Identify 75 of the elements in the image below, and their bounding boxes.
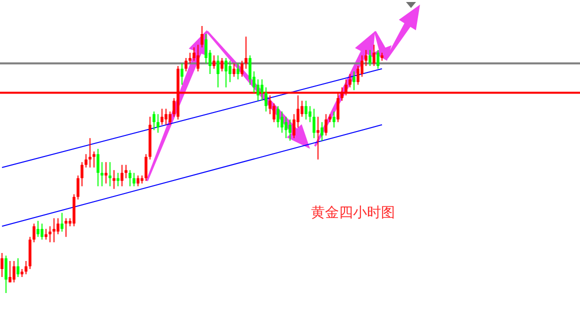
candlestick [76, 175, 80, 200]
candlestick [320, 122, 324, 142]
candlestick [332, 110, 336, 128]
candlestick [32, 223, 36, 243]
candlestick [48, 226, 52, 243]
candlestick [160, 108, 164, 126]
candlestick [316, 116, 320, 160]
candlestick [112, 170, 116, 190]
candlestick [0, 252, 4, 278]
candlestick [216, 54, 220, 88]
candlestick [88, 138, 92, 168]
candlestick [120, 164, 124, 187]
candlestick [96, 148, 100, 187]
candlestick [304, 100, 308, 120]
candlestick [8, 260, 12, 283]
candlestick [236, 62, 240, 80]
candlestick [188, 52, 192, 64]
candlestick [244, 36, 248, 70]
candlestick [352, 70, 356, 91]
candlestick [132, 172, 136, 187]
candlestick [240, 60, 244, 78]
candlestick [232, 62, 236, 78]
candlestick [84, 154, 88, 168]
candlestick [108, 162, 112, 187]
candlestick [308, 106, 312, 123]
candlestick [196, 44, 200, 72]
candlestick [156, 114, 160, 134]
candlestick [364, 50, 368, 67]
candlestick [324, 114, 328, 136]
candlestick [144, 154, 148, 182]
candlestick [312, 108, 316, 139]
candlestick [100, 162, 104, 187]
candlestick [200, 26, 204, 48]
candlestick [224, 58, 228, 88]
annotation: 黄金四小时图 [311, 205, 395, 221]
candlestick [24, 260, 28, 275]
candlestick [220, 58, 224, 72]
candlestick [124, 164, 128, 179]
candlestick [12, 260, 16, 283]
candlestick [256, 78, 260, 102]
candlestick [184, 58, 188, 72]
candlestick [228, 60, 232, 83]
candlestick [36, 220, 40, 238]
candlestick [248, 54, 252, 86]
candlestick [260, 78, 264, 102]
candlestick [276, 106, 280, 128]
candlestick [368, 50, 372, 67]
candlestick [180, 62, 184, 86]
candlestick [168, 110, 172, 126]
candlestick [104, 162, 108, 184]
candlestick [288, 118, 292, 142]
candlestick [44, 228, 48, 240]
candlestick [264, 86, 268, 112]
candlestick [136, 175, 140, 187]
candlestick [128, 170, 132, 187]
candlestick [284, 116, 288, 139]
candlestick [272, 102, 276, 123]
candlestick [16, 258, 20, 278]
candlestick [152, 110, 156, 131]
candlestick [116, 172, 120, 187]
candlestick [280, 110, 284, 134]
candlestick [80, 162, 84, 187]
candlestick [376, 50, 380, 70]
candlestick [212, 54, 216, 70]
candlestick [164, 108, 168, 126]
candlestick [372, 44, 376, 67]
candlestick [52, 218, 56, 243]
candlestick [60, 212, 64, 232]
candlestick [4, 255, 8, 294]
candlestick [64, 218, 68, 238]
candlestick [40, 223, 44, 240]
candlestick [348, 74, 352, 88]
candlestick [92, 150, 96, 168]
candlestick [56, 218, 60, 235]
candlestick [204, 34, 208, 64]
